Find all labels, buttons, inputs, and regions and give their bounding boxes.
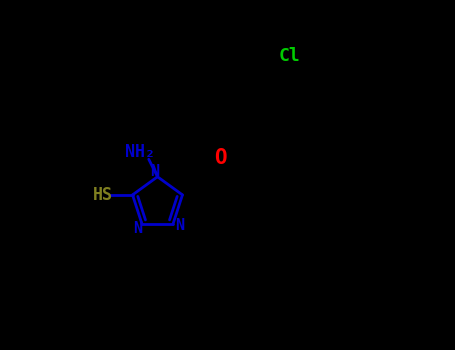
Text: NH₂: NH₂	[125, 143, 155, 161]
Text: O: O	[214, 147, 227, 168]
Text: N: N	[133, 221, 142, 236]
Text: N: N	[175, 218, 184, 233]
Text: N: N	[150, 164, 159, 179]
Text: Cl: Cl	[278, 47, 300, 65]
Text: HS: HS	[93, 186, 113, 204]
